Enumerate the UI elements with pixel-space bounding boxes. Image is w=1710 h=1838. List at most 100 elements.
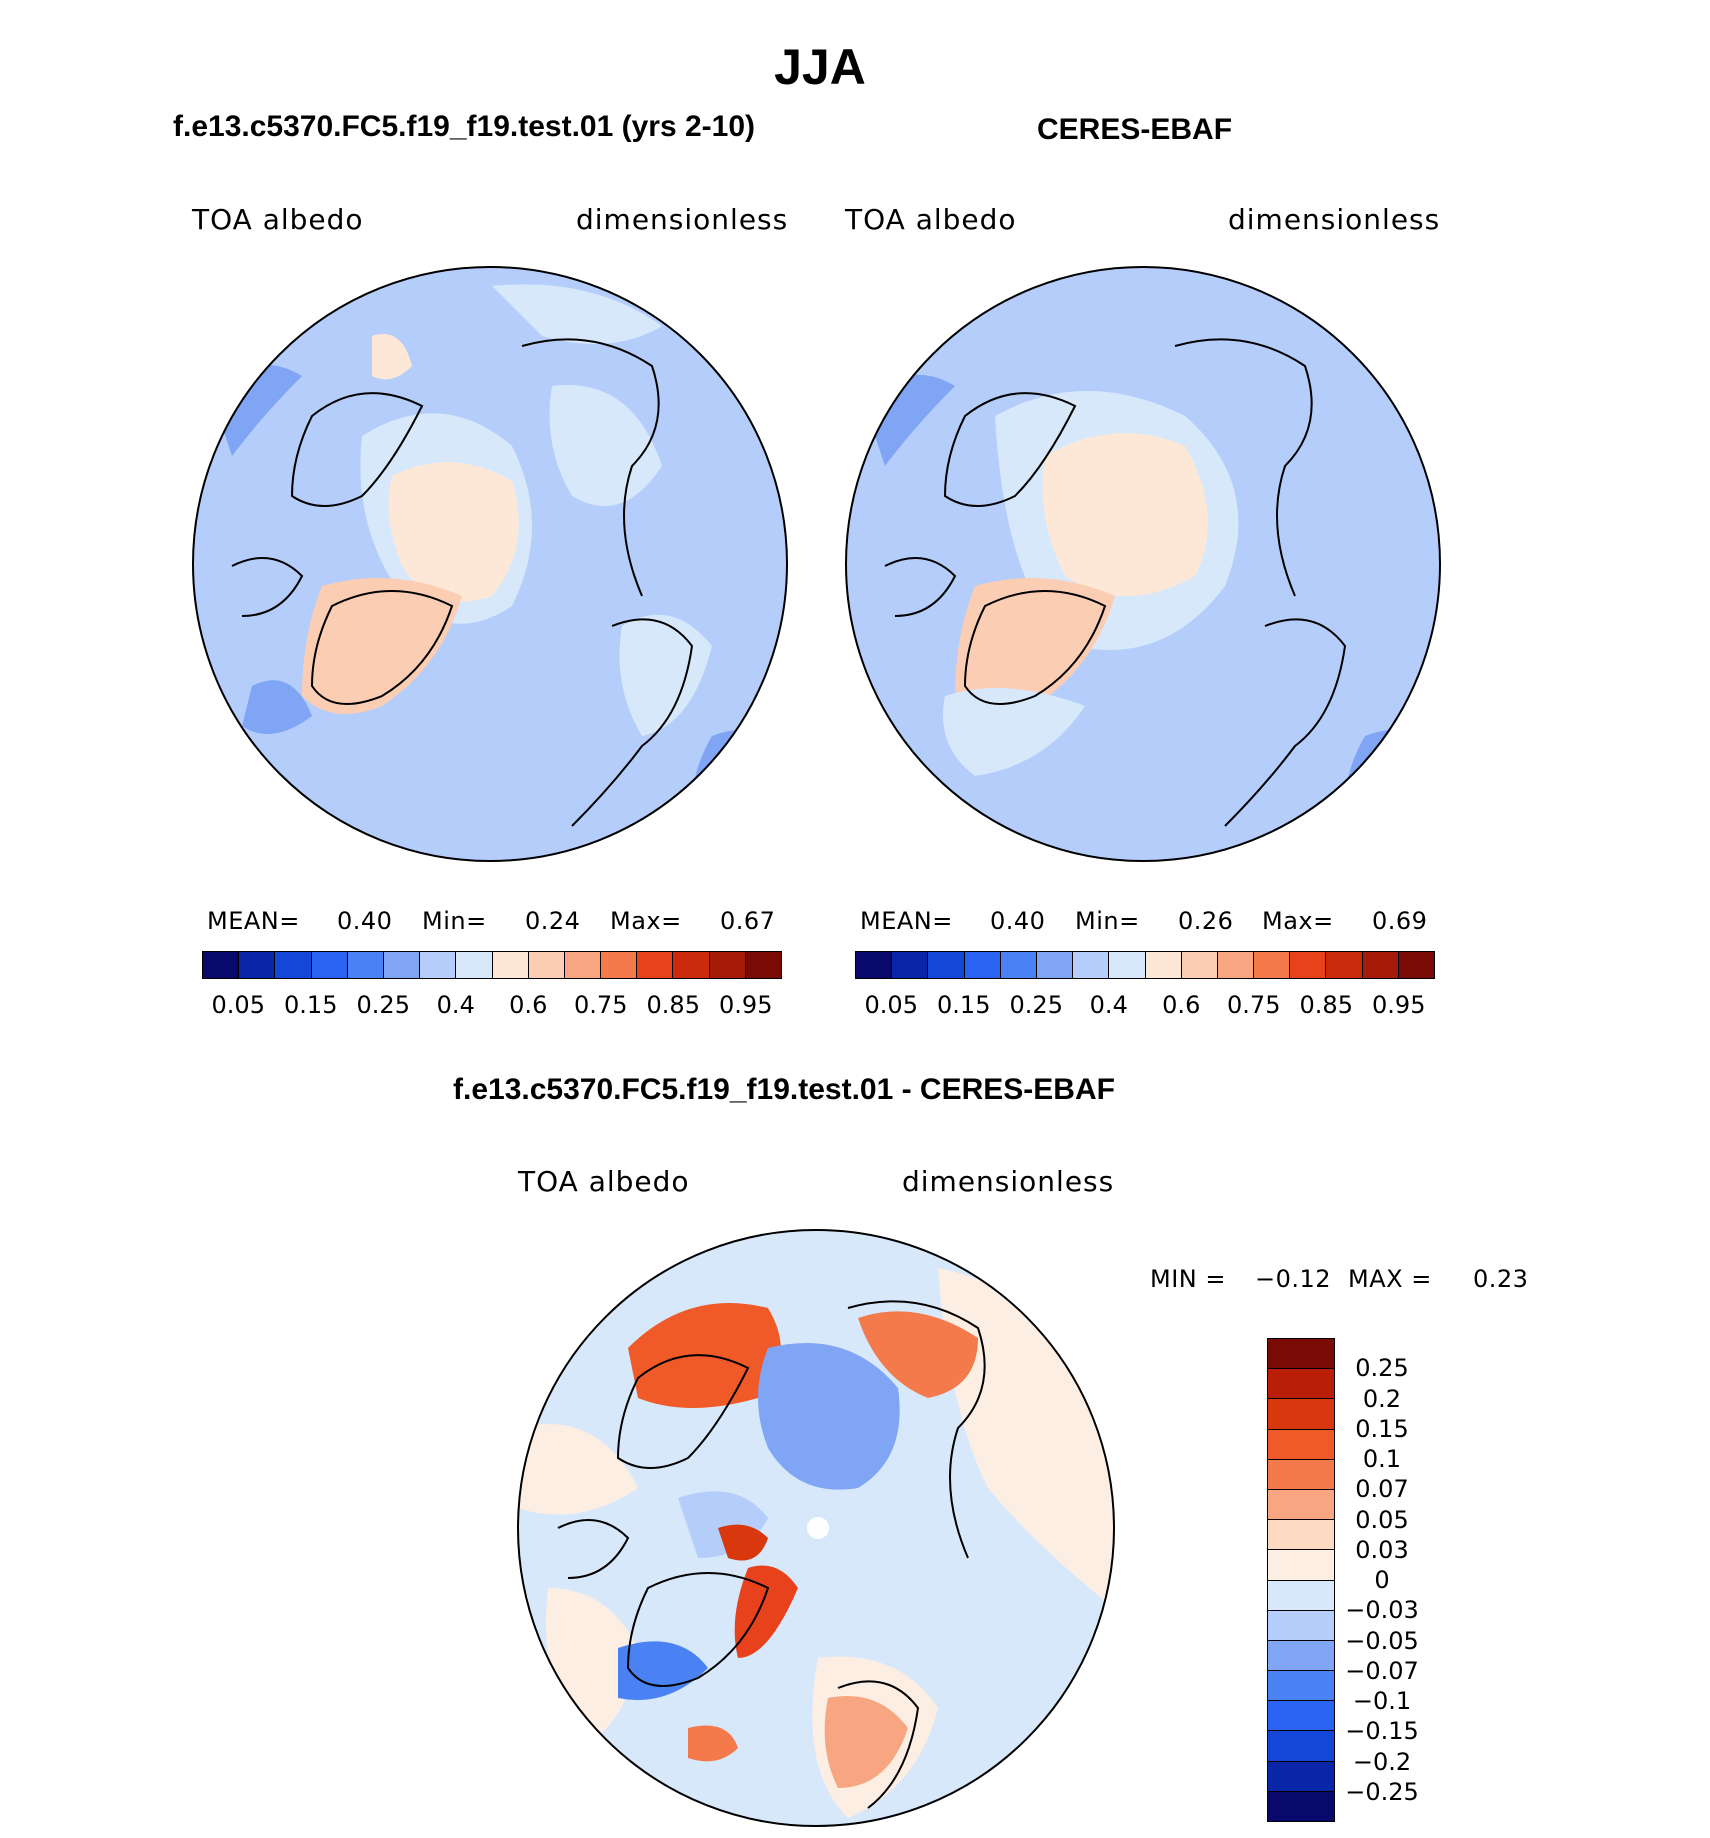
panel-2-colorbar-cell bbox=[928, 952, 965, 978]
diff-panel-colorbar-tick-label: −0.15 bbox=[1345, 1717, 1419, 1746]
panel-1-colorbar-cell bbox=[637, 952, 674, 978]
diff-panel-title: f.e13.c5370.FC5.f19_f19.test.01 - CERES-… bbox=[453, 1073, 1115, 1106]
panel-1-units-label: dimensionless bbox=[576, 203, 789, 236]
panel-2-colorbar-cell bbox=[856, 952, 893, 978]
panel-1-title: f.e13.c5370.FC5.f19_f19.test.01 (yrs 2-1… bbox=[173, 110, 756, 143]
diff-panel-colorbar-cell bbox=[1268, 1580, 1334, 1611]
panel-1-colorbar-tick-label: 0.05 bbox=[211, 991, 265, 1019]
panel-1-polar-map bbox=[192, 266, 788, 862]
diff-panel-colorbar bbox=[1267, 1338, 1335, 1822]
panel-2-colorbar-cell bbox=[1145, 952, 1182, 978]
diff-panel-colorbar-cell bbox=[1268, 1550, 1334, 1581]
diff-panel-max-label: MAX = bbox=[1348, 1265, 1432, 1293]
greenland-coastline bbox=[626, 1572, 770, 1687]
panel-1-colorbar-cell bbox=[456, 952, 493, 978]
panel-1-colorbar-tick-label: 0.4 bbox=[436, 991, 475, 1019]
coastline bbox=[521, 338, 660, 597]
coastline bbox=[943, 392, 1077, 507]
panel-1-mean-label: MEAN= bbox=[207, 907, 300, 935]
diff-panel-colorbar-cell bbox=[1268, 1369, 1334, 1400]
panel-1-variable-label: TOA albedo bbox=[192, 203, 364, 236]
panel-1-colorbar-cell bbox=[601, 952, 638, 978]
panel-1-colorbar-cell bbox=[564, 952, 602, 978]
coastline bbox=[571, 618, 694, 827]
diff-panel-colorbar-tick-label: −0.25 bbox=[1345, 1777, 1419, 1806]
diff-panel-colorbar-tick-label: 0.03 bbox=[1355, 1535, 1409, 1564]
panel-1-colorbar-tick-label: 0.75 bbox=[574, 991, 628, 1019]
main-title: JJA bbox=[774, 39, 866, 95]
negative-anomaly-region bbox=[618, 1641, 708, 1700]
panel-2-variable-label: TOA albedo bbox=[845, 203, 1017, 236]
panel-2-colorbar-tick-label: 0.05 bbox=[864, 991, 918, 1019]
diff-panel-max-value: 0.23 bbox=[1473, 1265, 1529, 1293]
panel-1-colorbar-cell bbox=[492, 952, 529, 978]
panel-2-colorbar bbox=[855, 951, 1435, 979]
coastline bbox=[616, 1354, 750, 1469]
diff-panel-colorbar-cell bbox=[1268, 1610, 1334, 1641]
panel-2-colorbar-cell bbox=[1181, 952, 1218, 978]
diff-panel-colorbar-tick-label: −0.2 bbox=[1352, 1747, 1412, 1776]
panel-2-colorbar-cell bbox=[1290, 952, 1327, 978]
sea-ice-margin bbox=[549, 385, 662, 506]
panel-2-colorbar-cell bbox=[964, 952, 1001, 978]
diff-panel-polar-map bbox=[517, 1229, 1115, 1827]
panel-2-colorbar-cell bbox=[1398, 952, 1434, 978]
diff-panel-colorbar-cell bbox=[1268, 1640, 1334, 1672]
coastline bbox=[884, 557, 957, 617]
panel-2-colorbar-cell bbox=[1109, 952, 1146, 978]
diff-panel-min-value: −0.12 bbox=[1255, 1265, 1332, 1293]
diff-panel-colorbar-tick-label: −0.03 bbox=[1345, 1596, 1419, 1625]
greenland-high-albedo bbox=[302, 578, 462, 714]
panel-1-min-value: 0.24 bbox=[525, 907, 581, 935]
negative-anomaly-region bbox=[758, 1343, 900, 1490]
panel-1-colorbar-cell bbox=[673, 952, 710, 978]
cloud-region bbox=[943, 688, 1085, 776]
map-boundary bbox=[517, 1229, 1115, 1827]
panel-2-colorbar-cell bbox=[1362, 952, 1399, 978]
positive-anomaly-region bbox=[858, 1311, 978, 1398]
panel-2-colorbar-cell bbox=[1036, 952, 1074, 978]
panel-2-polar-map bbox=[845, 266, 1441, 862]
panel-2-colorbar-cell bbox=[1254, 952, 1291, 978]
panel-2-min-value: 0.26 bbox=[1178, 907, 1234, 935]
diff-panel-colorbar-tick-label: 0.05 bbox=[1355, 1505, 1409, 1534]
diff-panel-colorbar-cell bbox=[1268, 1429, 1334, 1460]
panel-1-colorbar-tick-label: 0.95 bbox=[719, 991, 773, 1019]
panel-1-max-value: 0.67 bbox=[720, 907, 776, 935]
panel-1-colorbar-cell bbox=[420, 952, 457, 978]
panel-2-units-label: dimensionless bbox=[1228, 203, 1441, 236]
coastline bbox=[837, 1680, 920, 1809]
strong-positive-anomaly bbox=[734, 1565, 798, 1658]
coastline bbox=[231, 557, 304, 617]
diff-panel-colorbar-tick-label: −0.07 bbox=[1345, 1656, 1419, 1685]
panel-1-colorbar-cell bbox=[239, 952, 276, 978]
panel-1-colorbar-cell bbox=[528, 952, 565, 978]
panel-2-colorbar-cell bbox=[1000, 952, 1037, 978]
panel-2-colorbar-tick-label: 0.6 bbox=[1162, 991, 1201, 1019]
positive-anomaly-region bbox=[518, 1424, 638, 1515]
panel-1-min-label: Min= bbox=[422, 907, 487, 935]
panel-2-colorbar-cell bbox=[1073, 952, 1110, 978]
panel-2-min-label: Min= bbox=[1075, 907, 1140, 935]
panel-1-colorbar bbox=[202, 951, 782, 979]
panel-1-colorbar-tick-label: 0.85 bbox=[646, 991, 700, 1019]
panel-1-colorbar-cell bbox=[275, 952, 312, 978]
diff-panel-min-label: MIN = bbox=[1150, 1265, 1226, 1293]
coastline bbox=[847, 1300, 986, 1559]
positive-anomaly-region bbox=[824, 1696, 908, 1788]
panel-2-max-value: 0.69 bbox=[1372, 907, 1428, 935]
alaska-high-albedo bbox=[372, 334, 412, 380]
diff-panel-colorbar-tick-label: 0.07 bbox=[1355, 1475, 1409, 1504]
coastline bbox=[1174, 338, 1313, 597]
low-albedo-region bbox=[242, 680, 312, 734]
diff-panel-colorbar-cell bbox=[1268, 1339, 1334, 1370]
panel-2-title: CERES-EBAF bbox=[1037, 113, 1233, 146]
diff-panel-colorbar-cell bbox=[1268, 1399, 1334, 1430]
panel-2-colorbar-cell bbox=[892, 952, 929, 978]
panel-1-colorbar-cell bbox=[311, 952, 348, 978]
greenland-high-albedo bbox=[955, 578, 1115, 714]
panel-1-colorbar-tick-label: 0.25 bbox=[356, 991, 410, 1019]
diff-panel-colorbar-tick-label: 0.15 bbox=[1355, 1414, 1409, 1443]
panel-2-colorbar-tick-label: 0.95 bbox=[1372, 991, 1426, 1019]
map-boundary bbox=[845, 266, 1441, 862]
